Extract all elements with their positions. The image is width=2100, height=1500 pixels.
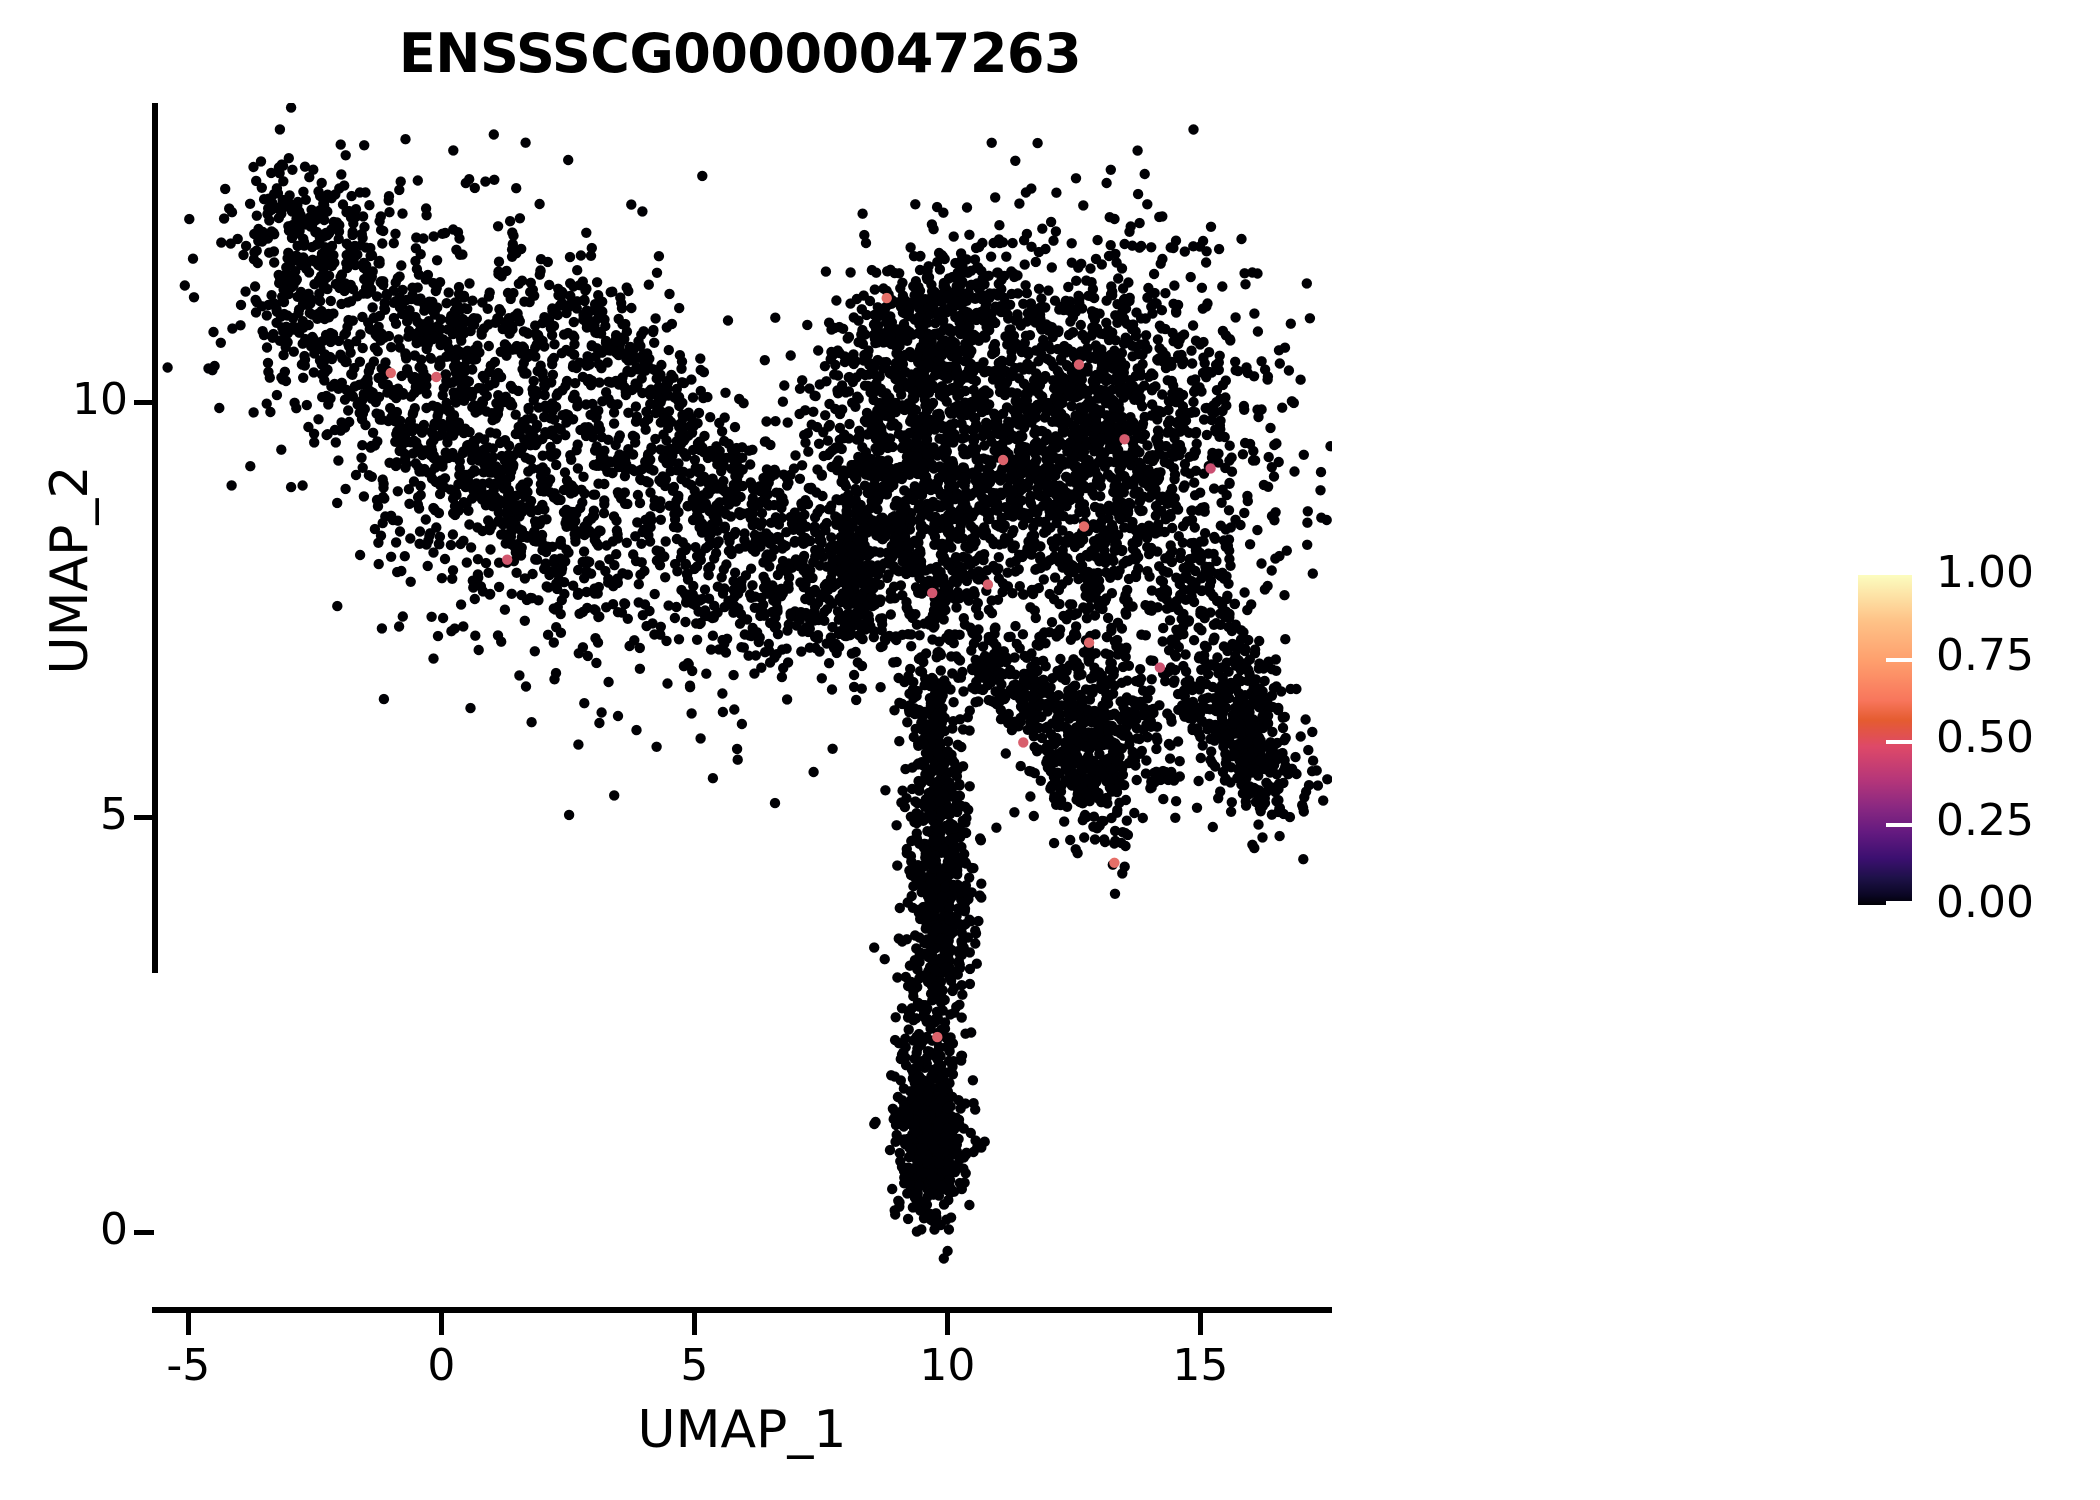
y-tick-mark (134, 815, 154, 821)
colorbar-tick-mark (1886, 822, 1912, 827)
x-axis-label: UMAP_1 (637, 1400, 847, 1460)
y-tick-label: 10 (72, 373, 128, 425)
x-tick-label: 0 (427, 1340, 456, 1391)
colorbar-tick-label: 0.00 (1936, 877, 2034, 928)
y-tick-mark (134, 399, 154, 405)
y-tick-label: 5 (100, 789, 128, 841)
page-title: ENSSSCG00000047263 (398, 22, 1082, 85)
x-tick-mark (439, 1313, 445, 1335)
x-tick-label: 10 (919, 1340, 976, 1391)
x-axis-line (152, 1307, 1332, 1313)
x-tick-mark (1198, 1313, 1204, 1335)
y-tick-mark (134, 1230, 154, 1236)
colorbar-tick-mark (1886, 740, 1912, 744)
colorbar-tick-label: 0.75 (1936, 629, 2034, 681)
colorbar-tick-label: 0.50 (1936, 712, 2034, 763)
x-tick-mark (186, 1313, 192, 1335)
y-tick-label: 0 (100, 1204, 128, 1256)
y-axis-line (152, 103, 158, 973)
x-tick-mark (945, 1313, 951, 1335)
colorbar-tick-mark (1886, 901, 1912, 905)
colorbar-tick-label: 0.25 (1936, 794, 2034, 846)
x-tick-label: 15 (1172, 1340, 1229, 1391)
scatter-points-svg (162, 102, 1336, 1264)
scatter-plot-area (158, 102, 1336, 1307)
colorbar-tick-mark (1886, 657, 1912, 662)
x-tick-label: -5 (166, 1340, 211, 1391)
x-tick-mark (692, 1313, 698, 1335)
colorbar-tick-label: 1.00 (1936, 547, 2034, 598)
y-axis-label: UMAP_2 (40, 465, 100, 675)
x-tick-label: 5 (680, 1340, 709, 1391)
